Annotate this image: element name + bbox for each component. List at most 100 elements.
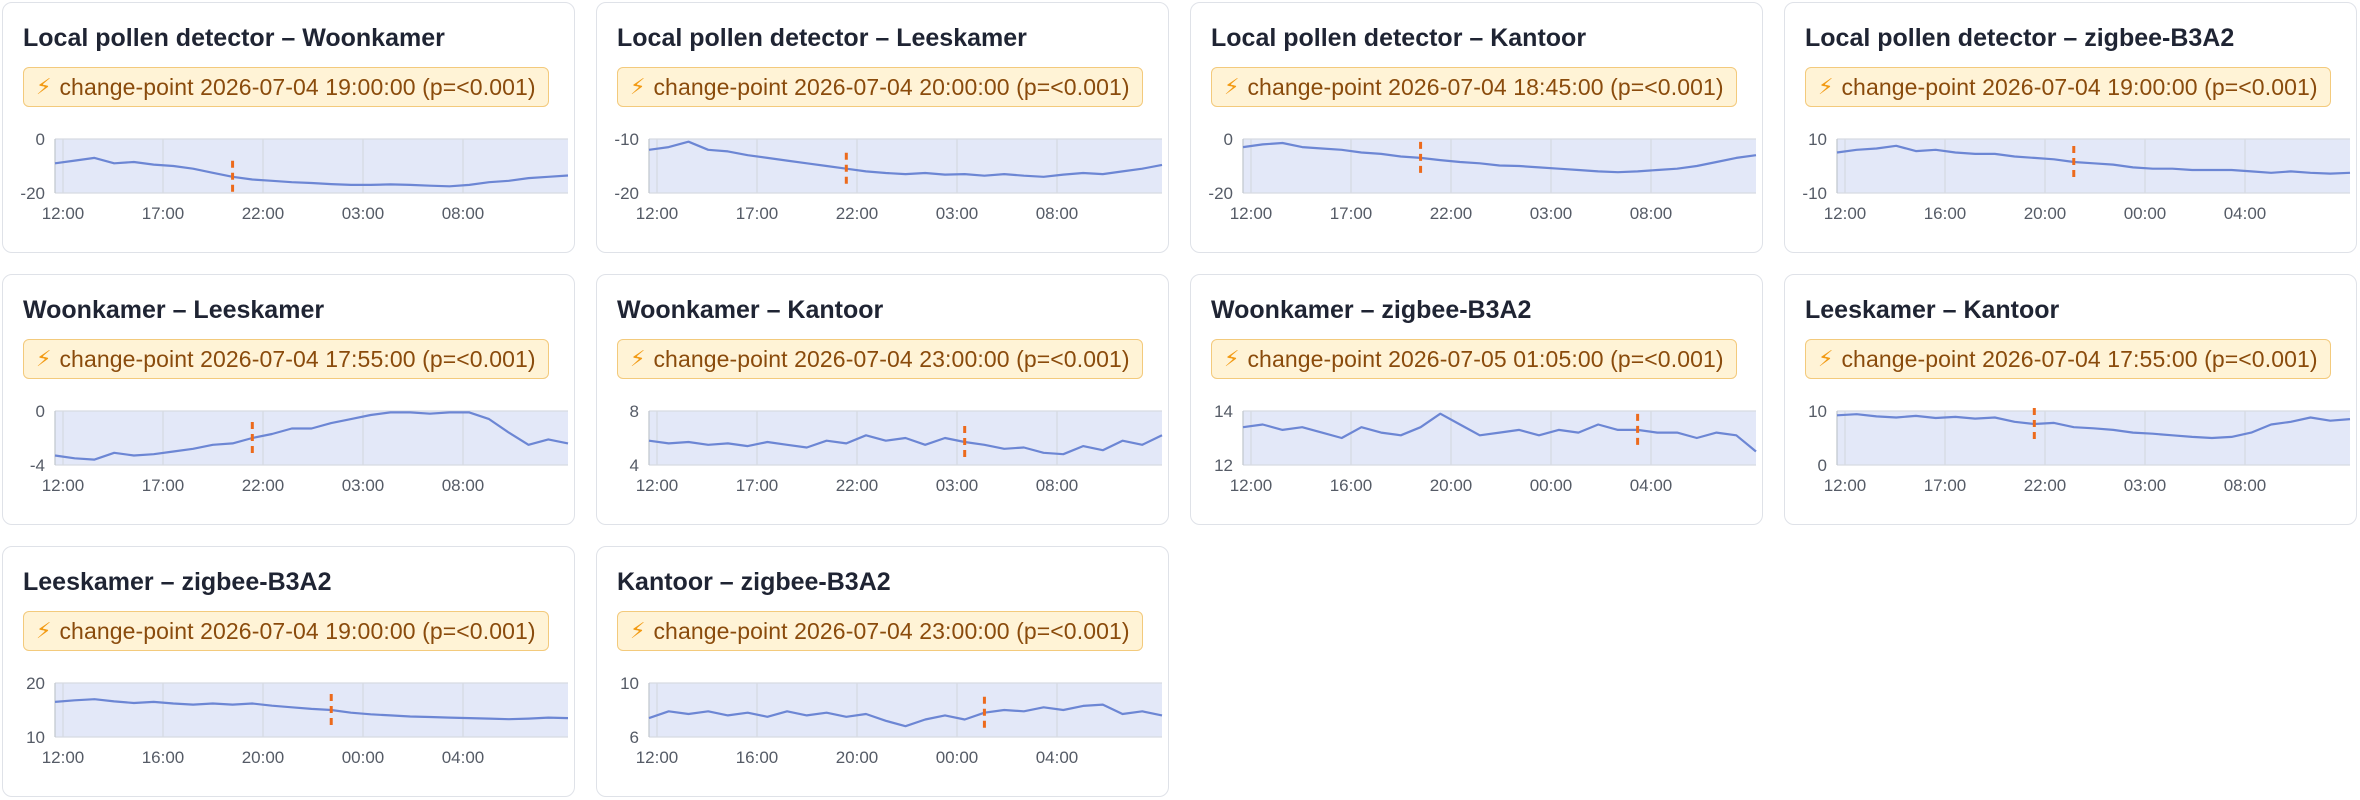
chart-title: Local pollen detector – Kantoor — [1211, 24, 1587, 52]
line-chart: 12:00 17:00 22:00 03:00 08:00 0 -20 — [1208, 130, 1757, 223]
y-tick-label: -10 — [614, 130, 639, 149]
chart-title: Woonkamer – zigbee-B3A2 — [1211, 296, 1532, 324]
series-line — [648, 434, 1163, 456]
x-tick-label: 20:00 — [836, 748, 879, 767]
line-chart: 12:00 17:00 22:00 03:00 08:00 10 0 — [1808, 402, 2351, 495]
changepoint-badge: ⚡ change-point 2026-07-04 17:55:00 (p=<0… — [23, 339, 549, 379]
changepoint-badge-text: change-point 2026-07-04 17:55:00 (p=<0.0… — [1841, 345, 2318, 372]
changepoint-badge: ⚡ change-point 2026-07-04 17:55:00 (p=<0… — [1805, 339, 2331, 379]
x-tick-label: 17:00 — [142, 476, 185, 495]
changepoint-badge-text: change-point 2026-07-04 19:00:00 (p=<0.0… — [1841, 73, 2318, 100]
line-chart: 12:00 17:00 22:00 03:00 08:00 0 -20 — [20, 130, 569, 223]
changepoint-badge-text: change-point 2026-07-04 19:00:00 (p=<0.0… — [59, 73, 536, 100]
y-tick-label: 4 — [630, 456, 639, 475]
line-chart: 12:00 17:00 22:00 03:00 08:00 -10 -20 — [614, 130, 1163, 223]
x-tick-label: 08:00 — [1630, 204, 1673, 223]
lightning-bolt-icon: ⚡ — [630, 346, 646, 371]
x-tick-label: 03:00 — [936, 476, 979, 495]
changepoint-badge: ⚡ change-point 2026-07-04 20:00:00 (p=<0… — [617, 67, 1143, 107]
chart-title: Local pollen detector – zigbee-B3A2 — [1805, 24, 2235, 52]
line-chart: 12:00 16:00 20:00 00:00 04:00 10 -10 — [1802, 130, 2351, 223]
chart-title: Leeskamer – zigbee-B3A2 — [23, 568, 332, 596]
x-tick-label: 03:00 — [342, 476, 385, 495]
x-tick-label: 00:00 — [936, 748, 979, 767]
x-tick-label: 12:00 — [1824, 204, 1867, 223]
x-tick-label: 20:00 — [242, 748, 285, 767]
changepoint-badge: ⚡ change-point 2026-07-04 19:00:00 (p=<0… — [23, 67, 549, 107]
changepoint-badge: ⚡ change-point 2026-07-04 19:00:00 (p=<0… — [23, 611, 549, 651]
x-tick-label: 20:00 — [2024, 204, 2067, 223]
x-tick-label: 12:00 — [42, 204, 85, 223]
line-chart: 12:00 16:00 20:00 00:00 04:00 10 6 — [620, 674, 1163, 767]
chart-card: Local pollen detector – Woonkamer ⚡ chan… — [2, 2, 575, 253]
line-chart: 12:00 16:00 20:00 00:00 04:00 20 10 — [26, 674, 569, 767]
x-tick-label: 16:00 — [142, 748, 185, 767]
line-chart: 12:00 16:00 20:00 00:00 04:00 14 12 — [1214, 402, 1757, 495]
chart-card: Leeskamer – Kantoor ⚡ change-point 2026-… — [1784, 274, 2357, 525]
changepoint-badge-text: change-point 2026-07-04 20:00:00 (p=<0.0… — [653, 73, 1130, 100]
x-tick-label: 08:00 — [442, 476, 485, 495]
lightning-bolt-icon: ⚡ — [630, 618, 646, 643]
series-line — [1836, 144, 2351, 175]
lightning-bolt-icon: ⚡ — [1224, 74, 1240, 99]
chart-title: Leeskamer – Kantoor — [1805, 296, 2060, 324]
y-tick-label: 10 — [26, 728, 45, 747]
series-line — [1242, 141, 1757, 174]
x-tick-label: 03:00 — [2124, 476, 2167, 495]
chart-card: Woonkamer – Kantoor ⚡ change-point 2026-… — [596, 274, 1169, 525]
plot-area — [55, 411, 568, 465]
y-tick-label: 0 — [1224, 130, 1233, 149]
x-tick-label: 22:00 — [242, 204, 285, 223]
plot-area — [1837, 139, 2350, 193]
x-tick-label: 16:00 — [1924, 204, 1967, 223]
x-tick-label: 00:00 — [1530, 476, 1573, 495]
chart-title: Local pollen detector – Leeskamer — [617, 24, 1027, 52]
x-tick-label: 12:00 — [636, 476, 679, 495]
changepoint-badge-text: change-point 2026-07-04 19:00:00 (p=<0.0… — [59, 617, 536, 644]
lightning-bolt-icon: ⚡ — [36, 346, 52, 371]
chart-card: Leeskamer – zigbee-B3A2 ⚡ change-point 2… — [2, 546, 575, 797]
x-tick-label: 03:00 — [936, 204, 979, 223]
x-tick-label: 08:00 — [1036, 476, 1079, 495]
changepoint-badge-text: change-point 2026-07-04 23:00:00 (p=<0.0… — [653, 617, 1130, 644]
x-tick-label: 22:00 — [836, 476, 879, 495]
x-tick-label: 12:00 — [42, 476, 85, 495]
series-line — [648, 140, 1163, 178]
series-line — [1242, 412, 1757, 453]
plot-area — [649, 683, 1162, 737]
x-tick-label: 17:00 — [736, 204, 779, 223]
y-tick-label: 10 — [1808, 402, 1827, 421]
chart-card: Woonkamer – zigbee-B3A2 ⚡ change-point 2… — [1190, 274, 1763, 525]
x-tick-label: 22:00 — [2024, 476, 2067, 495]
x-tick-label: 00:00 — [342, 748, 385, 767]
x-tick-label: 17:00 — [1330, 204, 1373, 223]
y-tick-label: 10 — [620, 674, 639, 693]
chart-title: Kantoor – zigbee-B3A2 — [617, 568, 891, 596]
series-line — [54, 411, 569, 461]
x-tick-label: 04:00 — [442, 748, 485, 767]
changepoint-badge: ⚡ change-point 2026-07-04 23:00:00 (p=<0… — [617, 611, 1143, 651]
series-line — [54, 698, 569, 721]
x-tick-label: 03:00 — [1530, 204, 1573, 223]
y-tick-label: 6 — [630, 728, 639, 747]
chart-card: Local pollen detector – Leeskamer ⚡ chan… — [596, 2, 1169, 253]
plot-area — [649, 139, 1162, 193]
x-tick-label: 22:00 — [836, 204, 879, 223]
y-tick-label: -20 — [614, 184, 639, 203]
series-line — [648, 703, 1163, 728]
y-tick-label: -4 — [30, 456, 45, 475]
line-chart: 12:00 17:00 22:00 03:00 08:00 8 4 — [630, 402, 1163, 495]
x-tick-label: 08:00 — [442, 204, 485, 223]
x-tick-label: 17:00 — [736, 476, 779, 495]
chart-title: Woonkamer – Leeskamer — [23, 296, 325, 324]
x-tick-label: 16:00 — [1330, 476, 1373, 495]
y-tick-label: 0 — [36, 130, 45, 149]
chart-card: Local pollen detector – zigbee-B3A2 ⚡ ch… — [1784, 2, 2357, 253]
x-tick-label: 16:00 — [736, 748, 779, 767]
y-tick-label: 10 — [1808, 130, 1827, 149]
chart-title: Woonkamer – Kantoor — [617, 296, 884, 324]
x-tick-label: 12:00 — [1230, 476, 1273, 495]
y-tick-label: -20 — [20, 184, 45, 203]
plot-area — [1837, 411, 2350, 465]
